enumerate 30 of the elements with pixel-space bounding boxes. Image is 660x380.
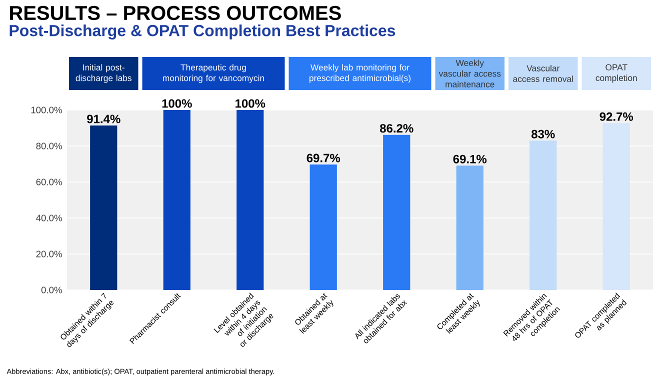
y-tick-label: 40.0%: [36, 214, 62, 222]
data-label: 69.1%: [453, 154, 487, 164]
data-label: 83%: [531, 130, 555, 138]
chart-title: RESULTS – PROCESS OUTCOMES: [10, 6, 341, 20]
data-label: 69.7%: [306, 154, 340, 162]
y-tick-label: 60.0%: [36, 178, 62, 186]
text: Therapeutic drug monitoring for vancomycin: [163, 64, 264, 83]
bar: [310, 164, 337, 290]
data-label: 86.2%: [380, 124, 414, 133]
data-label: 100%: [162, 99, 192, 108]
bar: [456, 166, 484, 290]
chart-subtitle: Post-Discharge & OPAT Completion Best Practices: [10, 24, 396, 40]
bar: [602, 123, 630, 290]
bar: [163, 110, 190, 290]
y-tick-label: 100.0%: [31, 106, 62, 114]
bar: [236, 110, 264, 290]
y-tick-label: 0.0%: [41, 286, 62, 294]
y-tick-label: 20.0%: [36, 250, 62, 258]
text: Weekly lab monitoring for prescribed antimicrobial(s): [310, 64, 410, 83]
text: Weekly vascular access maintenance: [438, 60, 501, 88]
data-label: 100%: [236, 99, 266, 108]
text: Vascular access removal: [513, 64, 573, 82]
data-label: 91.4%: [87, 114, 120, 124]
data-label: 92.7%: [600, 112, 634, 121]
text: OPAT completion: [596, 64, 637, 83]
text: Initial post-discharge labs: [76, 64, 132, 83]
y-tick-label: 80.0%: [36, 142, 62, 150]
bar: [383, 134, 410, 290]
bar: [90, 125, 118, 290]
bar: [530, 140, 557, 290]
